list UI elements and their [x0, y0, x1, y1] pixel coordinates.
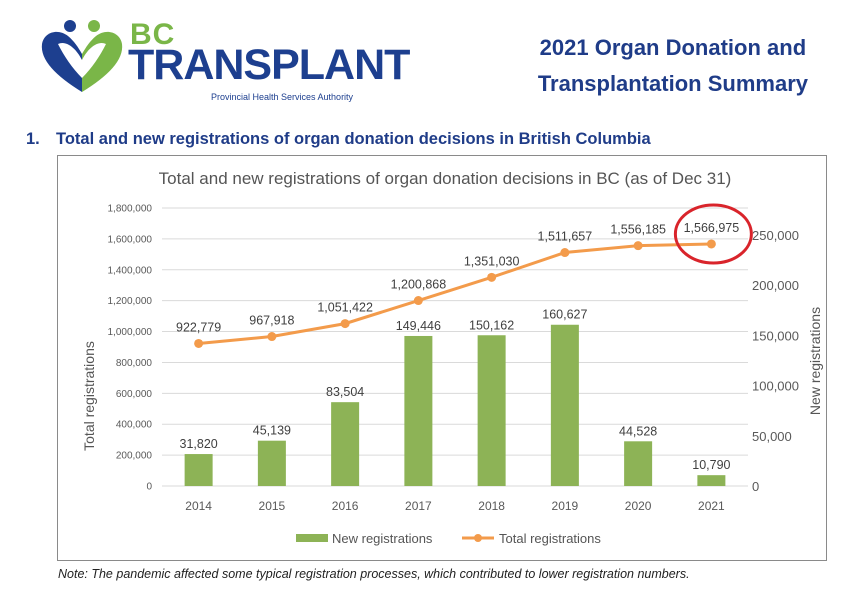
line-point-2015	[267, 332, 277, 342]
x-tick-label: 2017	[405, 499, 432, 513]
line-point-2017	[413, 296, 423, 306]
y-tick-label: 600,000	[116, 389, 153, 400]
chart-gridlines	[162, 207, 748, 487]
x-tick-label: 2014	[185, 499, 212, 513]
legend-line-marker	[474, 534, 482, 542]
logo-transplant-text: TRANSPLANT	[128, 41, 410, 89]
hearts-logo-icon	[41, 20, 123, 92]
line-point-2019	[560, 248, 570, 258]
chart-frame: Total and new registrations of organ don…	[57, 155, 827, 561]
section-title: Total and new registrations of organ don…	[56, 130, 651, 148]
bar-2015	[257, 440, 286, 486]
legend-bar-swatch	[296, 534, 328, 542]
bar-2014	[184, 454, 213, 486]
bar-2021	[697, 475, 726, 486]
registrations-chart: Total and new registrations of organ don…	[81, 169, 823, 546]
y-tick-label: 1,000,000	[108, 327, 153, 338]
line-value-label: 922,779	[176, 320, 221, 334]
x-tick-label: 2020	[625, 499, 652, 513]
highlight-circle	[673, 203, 753, 265]
bar-value-label: 44,528	[619, 424, 657, 438]
total-registrations-line	[194, 239, 716, 348]
bar-value-label: 160,627	[542, 308, 587, 322]
y-tick-label: 400,000	[116, 420, 153, 431]
bar-2016	[331, 402, 360, 486]
x-tick-label: 2021	[698, 499, 725, 513]
bar-value-label: 10,790	[692, 458, 730, 472]
bar-2020	[624, 441, 653, 486]
x-tick-label: 2015	[259, 499, 286, 513]
y-tick-label: 1,400,000	[108, 265, 153, 276]
total-line-path	[198, 242, 712, 345]
y-axis-label: Total registrations	[81, 341, 97, 451]
y2-tick-label: 200,000	[752, 278, 799, 293]
line-point-2016	[340, 319, 350, 329]
section-number: 1.	[26, 130, 40, 148]
x-tick-label: 2019	[552, 499, 579, 513]
document-title: 2021 Organ Donation and Transplantation …	[538, 30, 808, 102]
line-value-label: 1,511,657	[538, 230, 593, 244]
legend-total-registrations: Total registrations	[499, 531, 601, 546]
y2-tick-label: 0	[752, 479, 759, 494]
line-point-2021	[706, 239, 716, 249]
line-value-label: 1,566,975	[684, 221, 740, 235]
total-registrations-labels: 922,779 967,918 1,051,422 1,200,868 1,351,03…	[176, 221, 739, 334]
logo-bc-text: BC	[130, 18, 176, 51]
footnote: Note: The pandemic affected some typical…	[58, 567, 690, 581]
y-tick-label: 200,000	[116, 451, 153, 462]
y2-axis-label: New registrations	[807, 307, 823, 415]
line-point-2020	[633, 241, 643, 251]
line-value-label: 967,918	[249, 314, 294, 328]
bar-value-label: 83,504	[326, 385, 364, 399]
bar-value-label: 31,820	[180, 437, 218, 451]
line-value-label: 1,556,185	[610, 223, 666, 237]
bc-transplant-logo: BC TRANSPLANT Provincial Health Services…	[36, 14, 410, 102]
bar-value-label: 149,446	[396, 319, 441, 333]
chart-title: Total and new registrations of organ don…	[159, 169, 732, 188]
y2-tick-label: 100,000	[752, 379, 799, 394]
bar-value-label: 45,139	[253, 424, 291, 438]
line-value-label: 1,200,868	[391, 278, 447, 292]
y-tick-label: 0	[146, 482, 152, 493]
y2-tick-label: 150,000	[752, 328, 799, 343]
x-tick-label: 2016	[332, 499, 359, 513]
line-point-2018	[487, 272, 497, 282]
line-point-2014	[194, 338, 204, 348]
new-registrations-labels: 31,820 45,139 83,504 149,446 150,162 160,627 4…	[180, 308, 731, 472]
right-axis-ticks: 0 50,000 100,000 150,000 200,000 250,000	[752, 228, 799, 494]
chart-legend: New registrations Total registrations	[296, 531, 601, 546]
y-tick-label: 1,800,000	[108, 204, 153, 215]
document-title-line2: Transplantation Summary	[537, 71, 808, 96]
y-tick-label: 1,200,000	[108, 296, 153, 307]
line-value-label: 1,051,422	[317, 301, 373, 315]
line-value-label: 1,351,030	[464, 254, 520, 268]
y2-tick-label: 250,000	[752, 228, 799, 243]
x-tick-label: 2018	[478, 499, 505, 513]
bar-2018	[477, 335, 506, 486]
legend-new-registrations: New registrations	[332, 531, 433, 546]
bar-value-label: 150,162	[469, 318, 514, 332]
x-axis-ticks: 2014 2015 2016 2017 2018 2019 2020 2021	[185, 499, 725, 513]
y2-tick-label: 50,000	[752, 429, 792, 444]
new-registrations-bars	[184, 324, 726, 486]
y-tick-label: 1,600,000	[108, 234, 153, 245]
y-tick-label: 800,000	[116, 358, 153, 369]
bar-2017	[404, 335, 433, 486]
document-title-line1: 2021 Organ Donation and	[539, 35, 807, 60]
left-axis-ticks: 0 200,000 400,000 600,000 800,000 1,000,000 1,…	[108, 204, 153, 493]
logo-subtitle: Provincial Health Services Authority	[211, 92, 354, 102]
section-heading: 1. Total and new registrations of organ d…	[26, 130, 651, 149]
bar-2019	[550, 324, 579, 486]
